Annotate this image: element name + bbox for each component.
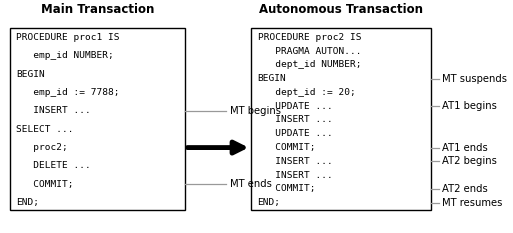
Text: AT1 ends: AT1 ends [442,143,487,153]
Bar [251,28,431,210]
Text: COMMIT;: COMMIT; [16,180,74,189]
Text: MT suspends: MT suspends [442,74,507,84]
Text: dept_id := 20;: dept_id := 20; [258,88,356,97]
Text: INSERT ...: INSERT ... [258,157,332,166]
Text: MT resumes: MT resumes [442,198,502,208]
Text: Autonomous Transaction: Autonomous Transaction [259,3,423,16]
Text: PROCEDURE proc2 IS: PROCEDURE proc2 IS [258,33,361,42]
Text: proc2;: proc2; [16,143,68,152]
Text: INSERT ...: INSERT ... [258,116,332,124]
Text: COMMIT;: COMMIT; [258,185,315,193]
Text: MT ends: MT ends [230,179,272,189]
Text: emp_id := 7788;: emp_id := 7788; [16,88,120,97]
Text: AT2 begins: AT2 begins [442,156,497,166]
Bar [10,28,185,210]
Text: INSERT ...: INSERT ... [258,171,332,180]
Text: BEGIN: BEGIN [16,69,45,79]
Text: dept_id NUMBER;: dept_id NUMBER; [258,60,361,69]
Text: emp_id NUMBER;: emp_id NUMBER; [16,51,114,60]
Text: UPDATE ...: UPDATE ... [258,129,332,138]
Text: PROCEDURE proc1 IS: PROCEDURE proc1 IS [16,33,120,42]
Text: AT1 begins: AT1 begins [442,101,497,111]
Text: UPDATE ...: UPDATE ... [258,102,332,111]
Text: END;: END; [258,198,281,207]
Text: Main Transaction: Main Transaction [41,3,154,16]
Text: END;: END; [16,198,40,207]
Text: BEGIN: BEGIN [258,74,286,83]
Text: DELETE ...: DELETE ... [16,161,91,171]
Text: COMMIT;: COMMIT; [258,143,315,152]
Text: INSERT ...: INSERT ... [16,106,91,115]
Text: PRAGMA AUTON...: PRAGMA AUTON... [258,47,361,55]
Text: AT2 ends: AT2 ends [442,184,487,194]
Text: SELECT ...: SELECT ... [16,125,74,134]
Text: MT begins: MT begins [230,106,281,116]
